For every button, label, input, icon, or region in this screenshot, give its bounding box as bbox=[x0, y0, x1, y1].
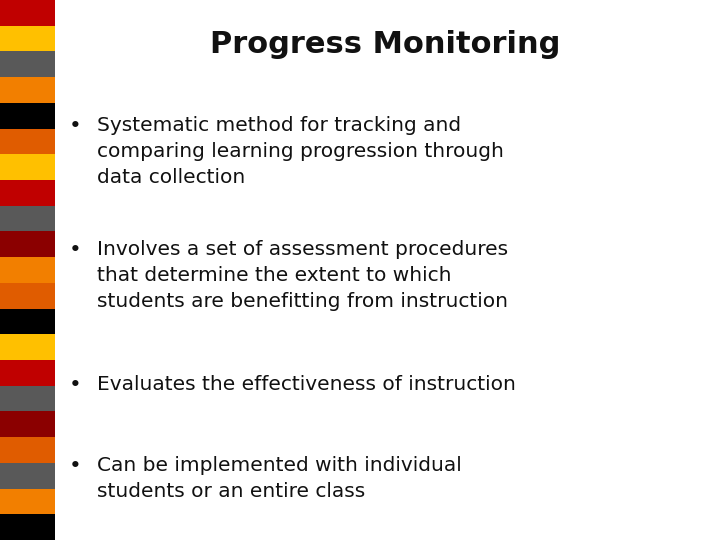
Text: •: • bbox=[69, 116, 82, 136]
Bar bbox=[0, 0, 55, 26]
Bar bbox=[0, 26, 55, 51]
Text: Systematic method for tracking and
comparing learning progression through
data c: Systematic method for tracking and compa… bbox=[97, 116, 504, 187]
Bar bbox=[0, 77, 55, 103]
Bar bbox=[0, 437, 55, 463]
Bar bbox=[0, 180, 55, 206]
Bar bbox=[0, 489, 55, 514]
Text: Involves a set of assessment procedures
that determine the extent to which
stude: Involves a set of assessment procedures … bbox=[97, 240, 508, 311]
Bar bbox=[0, 129, 55, 154]
Bar bbox=[0, 386, 55, 411]
Bar bbox=[0, 103, 55, 129]
Text: Progress Monitoring: Progress Monitoring bbox=[210, 30, 560, 59]
Bar bbox=[0, 257, 55, 283]
Bar bbox=[0, 463, 55, 489]
Text: •: • bbox=[69, 240, 82, 260]
Bar bbox=[0, 206, 55, 232]
Text: •: • bbox=[69, 456, 82, 476]
Bar bbox=[0, 411, 55, 437]
Bar bbox=[0, 154, 55, 180]
Bar bbox=[0, 514, 55, 540]
Text: Evaluates the effectiveness of instruction: Evaluates the effectiveness of instructi… bbox=[97, 375, 516, 394]
Bar bbox=[0, 334, 55, 360]
Bar bbox=[0, 283, 55, 308]
Text: Can be implemented with individual
students or an entire class: Can be implemented with individual stude… bbox=[97, 456, 462, 501]
Bar bbox=[0, 51, 55, 77]
Text: •: • bbox=[69, 375, 82, 395]
Bar bbox=[0, 308, 55, 334]
Bar bbox=[0, 360, 55, 386]
Bar bbox=[0, 232, 55, 257]
